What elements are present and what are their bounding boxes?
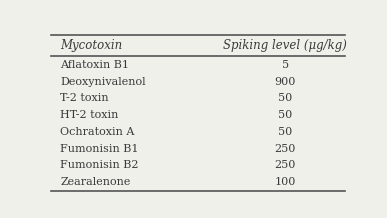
Text: Ochratoxin A: Ochratoxin A	[60, 127, 135, 137]
Text: Aflatoxin B1: Aflatoxin B1	[60, 60, 129, 70]
Text: 5: 5	[282, 60, 289, 70]
Text: 50: 50	[278, 127, 293, 137]
Text: T-2 toxin: T-2 toxin	[60, 93, 109, 103]
Text: 250: 250	[275, 144, 296, 154]
Text: Zearalenone: Zearalenone	[60, 177, 131, 187]
Text: 100: 100	[275, 177, 296, 187]
Text: Spiking level (μg/kg): Spiking level (μg/kg)	[223, 39, 347, 52]
Text: Fumonisin B2: Fumonisin B2	[60, 160, 139, 170]
Text: HT-2 toxin: HT-2 toxin	[60, 110, 119, 120]
Text: 900: 900	[275, 77, 296, 87]
Text: Deoxynivalenol: Deoxynivalenol	[60, 77, 146, 87]
Text: 250: 250	[275, 160, 296, 170]
Text: 50: 50	[278, 110, 293, 120]
Text: Fumonisin B1: Fumonisin B1	[60, 144, 139, 154]
Text: Mycotoxin: Mycotoxin	[60, 39, 123, 52]
Text: 50: 50	[278, 93, 293, 103]
